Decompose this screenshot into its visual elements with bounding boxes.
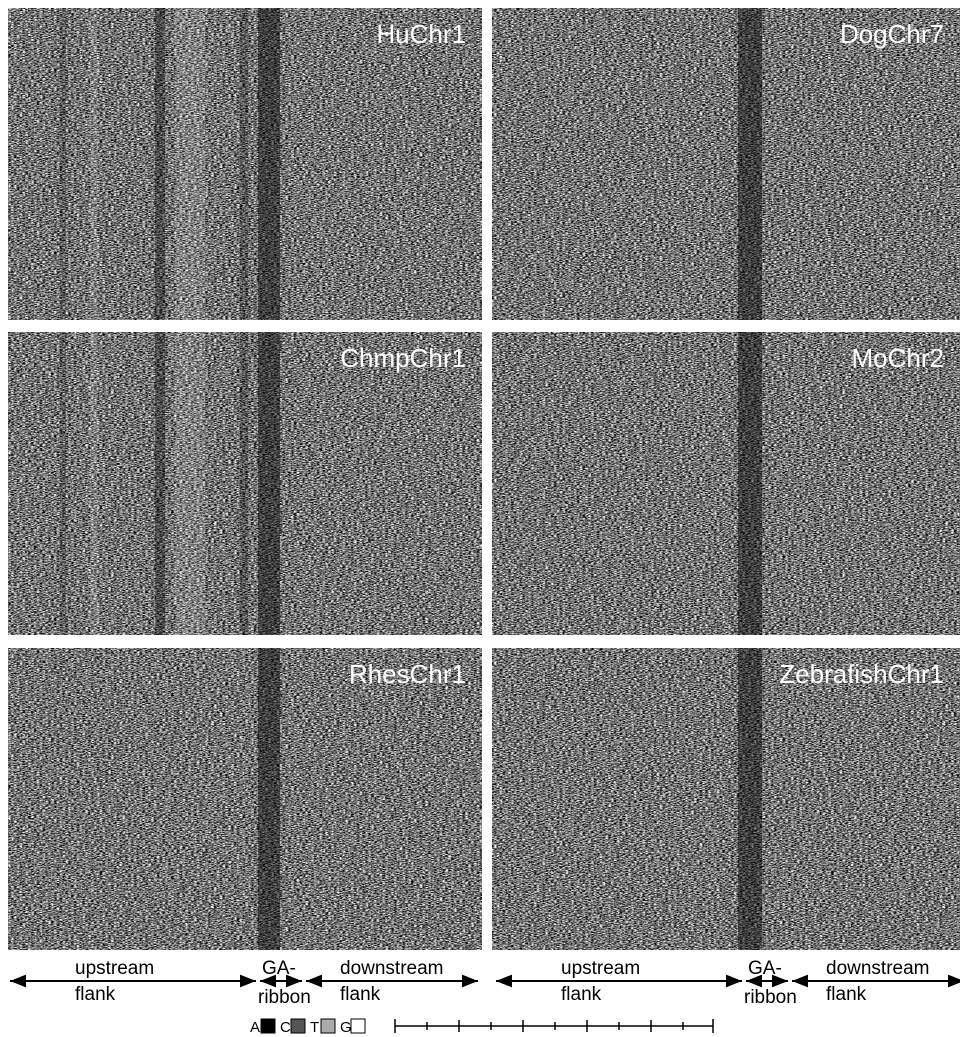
panel-label: MoChr2: [852, 343, 944, 373]
region-label: upstream: [561, 958, 640, 979]
panel-label: ZebrafishChr1: [779, 659, 944, 689]
ga-ribbon-band: [258, 8, 280, 320]
region-annotations: upstream flank GA-ribbon downstream flank ups…: [10, 958, 960, 1008]
region-label: GA-: [262, 958, 296, 979]
sequence-noise: [492, 332, 960, 635]
legend-letter: A: [250, 1019, 260, 1036]
legend-letter: G: [340, 1019, 352, 1036]
conserved-band: [155, 332, 165, 635]
panel-label: DogChr7: [840, 19, 944, 49]
conserved-band: [60, 8, 66, 320]
legend-swatch: [260, 1018, 276, 1034]
conserved-band: [155, 8, 165, 320]
panel: DogChr7: [492, 8, 960, 320]
legend-letter: C: [280, 1019, 291, 1036]
region-label: upstream: [75, 958, 154, 979]
sequence-noise: [8, 8, 482, 320]
panel-label: RhesChr1: [349, 659, 466, 689]
legend-letter: T: [310, 1019, 319, 1036]
panel: ChmpChr1: [8, 332, 482, 635]
panel: HuChr1: [8, 8, 482, 320]
region-label: flank: [561, 984, 602, 1005]
sequence-noise: [492, 8, 960, 320]
legend-swatch: [290, 1018, 306, 1034]
scale-bar: [394, 1019, 714, 1033]
sequence-noise: [8, 332, 482, 635]
ga-ribbon-band: [738, 332, 762, 635]
panel-label: ChmpChr1: [340, 343, 466, 373]
panel: ZebrafishChr1: [492, 648, 960, 950]
sequence-noise: [492, 648, 960, 950]
conserved-band: [60, 332, 66, 635]
panel-label: HuChr1: [376, 19, 466, 49]
conserved-band: [240, 332, 248, 635]
panels: HuChr1 DogChr7 ChmpChr1 MoChr2 RhesChr1 Zebra…: [8, 8, 960, 950]
region-label: ribbon: [744, 987, 797, 1008]
region-label: flank: [340, 984, 381, 1005]
conserved-band: [90, 332, 98, 635]
region-label: ribbon: [258, 987, 311, 1008]
conserved-band: [175, 332, 205, 635]
region-label: downstream: [826, 958, 930, 979]
ga-ribbon-band: [258, 332, 280, 635]
panel: MoChr2: [492, 332, 960, 635]
legend-swatch: [350, 1018, 366, 1034]
region-label: flank: [826, 984, 867, 1005]
panel: RhesChr1: [8, 648, 482, 950]
conserved-band: [90, 8, 98, 320]
conserved-band: [240, 8, 248, 320]
ga-ribbon-band: [738, 648, 762, 950]
ga-ribbon-band: [738, 8, 762, 320]
conserved-band: [175, 8, 205, 320]
region-label: downstream: [340, 958, 444, 979]
ga-ribbon-band: [258, 648, 280, 950]
region-label: flank: [75, 984, 116, 1005]
region-label: GA-: [748, 958, 782, 979]
sequence-noise: [8, 648, 482, 950]
legend-swatch: [320, 1018, 336, 1034]
